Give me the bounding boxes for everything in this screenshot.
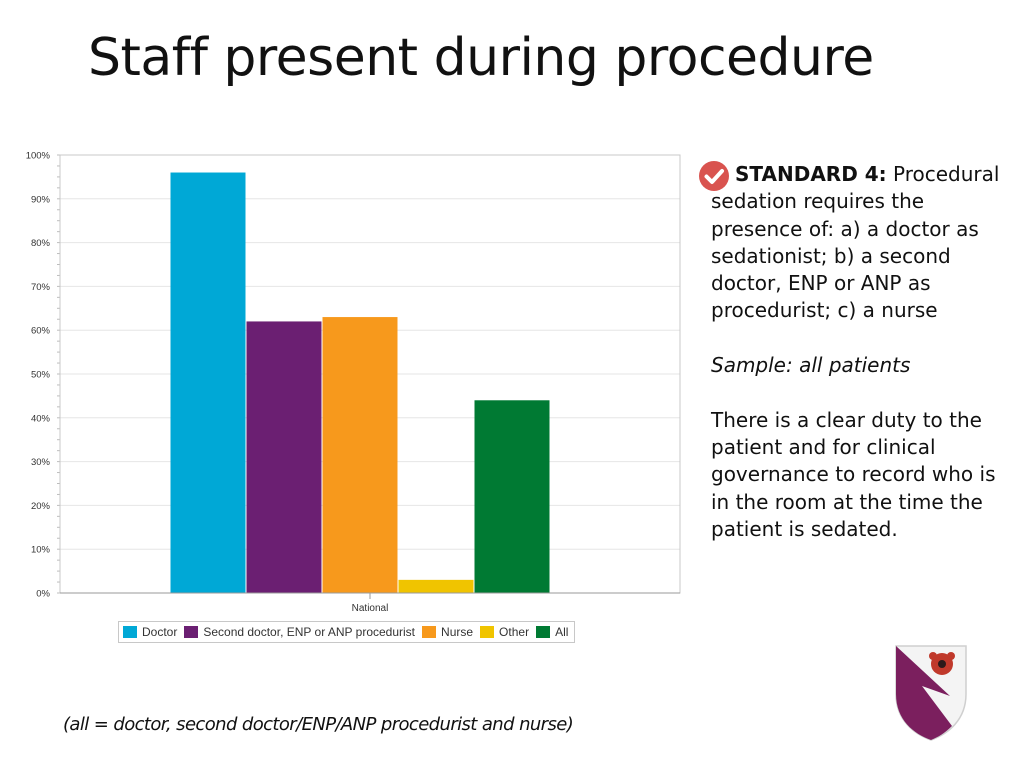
y-tick-label: 70%	[31, 282, 51, 293]
legend-label: All	[555, 625, 569, 639]
legend-swatch	[123, 626, 137, 638]
legend-swatch	[480, 626, 495, 638]
footnote: (all = doctor, second doctor/ENP/ANP pro…	[63, 714, 574, 735]
y-tick-label: 40%	[31, 413, 51, 424]
standard-label: STANDARD 4:	[735, 162, 887, 186]
page-title: Staff present during procedure	[88, 28, 874, 88]
bar-other	[398, 579, 474, 593]
chart-svg: 0% 10% 20% 30% 40% 50% 60% 70% 80% 90% 100% Nationa…	[26, 151, 681, 614]
note-text: There is a clear duty to the patient and…	[711, 407, 996, 541]
bar-nurse	[322, 317, 398, 593]
y-tick-label: 60%	[31, 326, 51, 337]
chart-legend: Doctor Second doctor, ENP or ANP procedur…	[118, 621, 576, 643]
y-tick-label: 30%	[31, 457, 51, 468]
legend-label: Nurse	[441, 625, 474, 639]
bar-second-doctor-enp-or-anp-procedurist	[246, 321, 322, 593]
y-tick-label: 10%	[31, 545, 51, 556]
bar-all	[474, 400, 550, 593]
legend-swatch	[422, 626, 437, 638]
y-tick-label: 90%	[31, 194, 51, 205]
legend-label: Doctor	[142, 625, 178, 639]
legend-item: Doctor	[123, 625, 177, 639]
check-circle-icon	[699, 161, 729, 191]
legend-item: All	[536, 625, 568, 639]
legend-item: Nurse	[422, 625, 473, 639]
legend-item: Other	[480, 625, 529, 639]
sample-text: Sample: all patients	[711, 353, 911, 378]
legend-label: Other	[499, 625, 530, 639]
crest-icon	[895, 645, 967, 741]
legend-swatch	[536, 626, 551, 638]
bar-chart: 0% 10% 20% 30% 40% 50% 60% 70% 80% 90% 100% Nationa…	[0, 140, 700, 650]
y-tick-label: 80%	[31, 238, 51, 249]
y-tick-label: 0%	[36, 589, 50, 600]
legend-item: Second doctor, ENP or ANP procedurist	[184, 625, 415, 639]
y-tick-label: 50%	[31, 370, 51, 381]
x-category-label: National	[352, 603, 389, 614]
bar-doctor	[170, 172, 246, 593]
y-tick-label: 100%	[26, 151, 51, 162]
y-tick-label: 20%	[31, 501, 51, 512]
legend-swatch	[184, 626, 199, 638]
legend-label: Second doctor, ENP or ANP procedurist	[203, 625, 416, 639]
standard-text-block: STANDARD 4: Procedural sedation requires…	[711, 161, 1011, 570]
standard-description: Procedural sedation requires the presenc…	[711, 162, 1000, 323]
